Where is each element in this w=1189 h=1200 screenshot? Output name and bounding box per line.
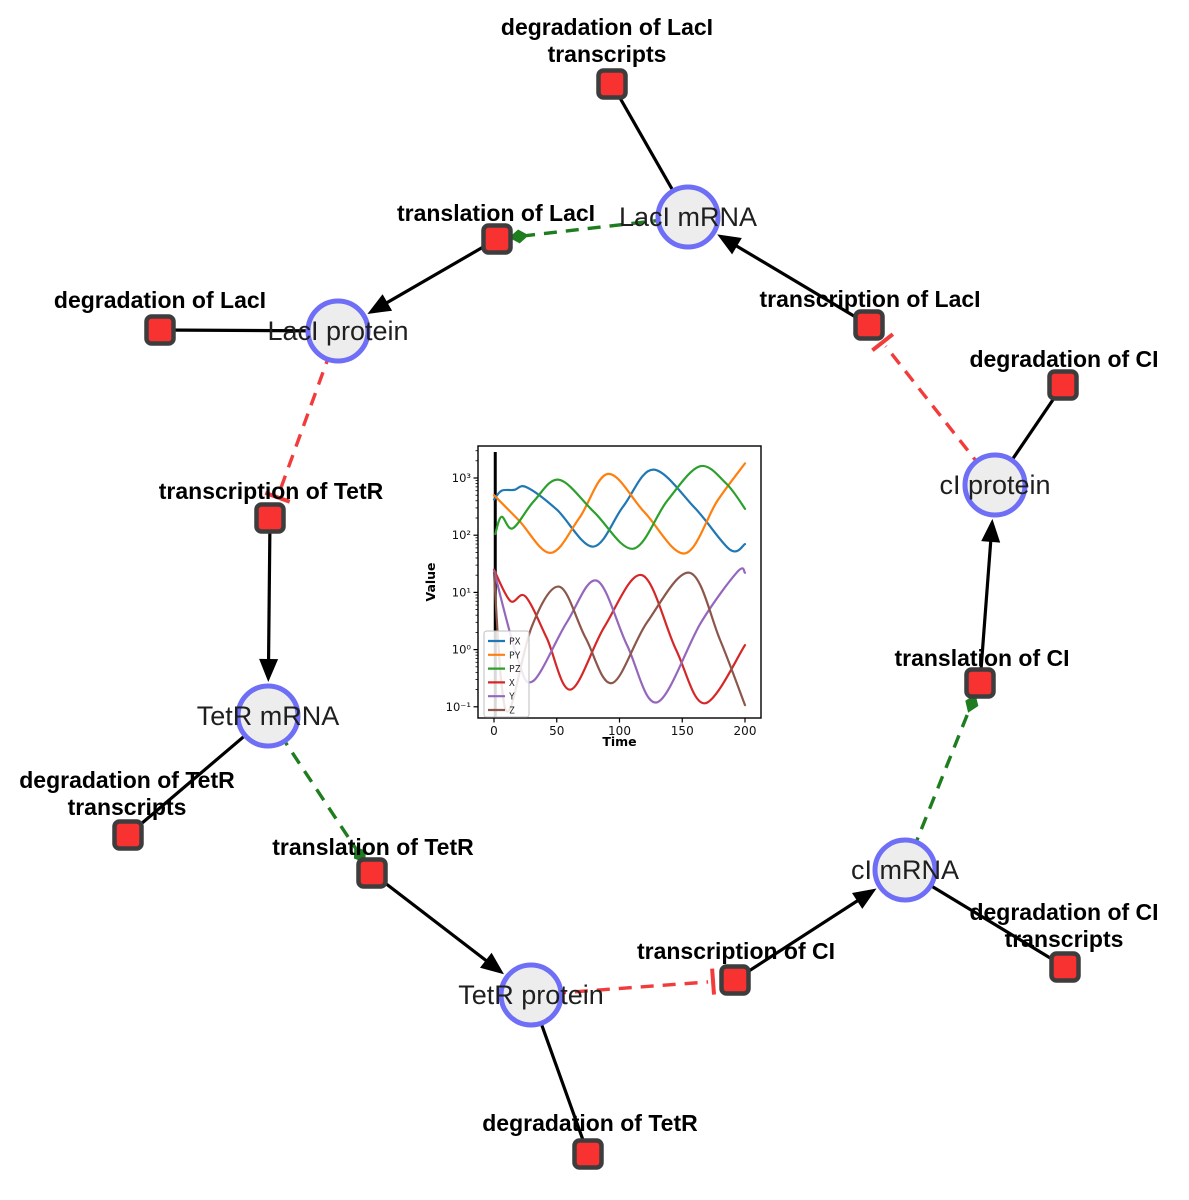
x-tick-label: 0	[490, 724, 498, 738]
reaction-node-deg-laci-tx	[596, 68, 628, 100]
reaction-node-deg-tetr-tx	[112, 819, 144, 851]
reaction-node-deg-tetr	[572, 1138, 604, 1170]
arrowhead	[981, 518, 1001, 543]
species-node-ci-protein	[962, 452, 1028, 518]
labels-layer: degradation of LacItranscriptstranslatio…	[19, 14, 1158, 1136]
reaction-label-deg-laci-tx: degradation of LacI	[501, 14, 713, 40]
reaction-label-deg-ci-tx: degradation of CI	[969, 899, 1158, 925]
reaction-label-deg-ci-tx: transcripts	[1005, 926, 1124, 952]
species-node-laci-mrna	[655, 184, 721, 250]
axes-frame	[477, 445, 762, 719]
species-label-tetr-protein: TetR protein	[458, 980, 604, 1010]
species-node-tetr-protein	[498, 962, 564, 1028]
reaction-node-transl-ci	[964, 667, 996, 699]
reaction-label-deg-ci: degradation of CI	[969, 346, 1158, 372]
reaction-node-deg-laci	[144, 314, 176, 346]
arrowhead	[367, 294, 393, 314]
legend-label-Z: Z	[509, 706, 515, 717]
reaction-label-deg-tetr-tx: degradation of TetR	[19, 767, 235, 793]
reaction-label-transcr-ci: transcription of CI	[637, 938, 835, 964]
x-axis-title: Time	[602, 734, 636, 749]
legend-label-PY: PY	[509, 650, 521, 661]
y-tick-label: 10⁻¹	[446, 700, 471, 714]
reaction-label-deg-tetr-tx: transcripts	[68, 794, 187, 820]
y-tick-label: 10¹	[452, 585, 471, 599]
reaction-node-transcr-ci	[719, 964, 751, 996]
x-tick-label: 100	[608, 724, 631, 738]
species-nodes-layer	[235, 184, 1028, 1028]
edge-transcr-laci-laci-mrna	[717, 234, 870, 327]
arrowhead	[480, 952, 504, 975]
reaction-label-transl-ci: translation of CI	[894, 645, 1069, 671]
x-tick-label: 50	[549, 724, 564, 738]
chart-series-X	[492, 568, 747, 705]
species-label-ci-protein: cI protein	[939, 470, 1050, 500]
species-label-tetr-mrna: TetR mRNA	[197, 701, 340, 731]
reaction-node-transl-tetr	[356, 857, 388, 889]
legend-label-PX: PX	[509, 637, 521, 648]
chart-series-PZ	[494, 464, 747, 550]
inhibition-tbar	[710, 968, 717, 995]
reaction-node-transcr-tetr	[254, 502, 286, 534]
chart-legend: PX PY PZ XYZ	[483, 630, 530, 718]
arrowhead	[852, 888, 877, 909]
edge-transl-laci-laci-protein	[367, 237, 498, 314]
y-tick-label: 10⁰	[452, 643, 472, 657]
edge-transcr-ci-ci-mrna	[734, 888, 877, 982]
reaction-node-deg-ci	[1047, 369, 1079, 401]
species-node-tetr-mrna	[235, 683, 301, 749]
reaction-label-transcr-tetr: transcription of TetR	[159, 478, 384, 504]
reaction-label-deg-tetr: degradation of TetR	[482, 1110, 698, 1136]
species-label-laci-protein: LacI protein	[267, 316, 408, 346]
reaction-node-transl-laci	[481, 223, 513, 255]
species-node-ci-mrna	[872, 837, 938, 903]
arrowhead	[259, 658, 279, 682]
chart-series-PY	[492, 462, 747, 555]
reaction-node-deg-ci-tx	[1049, 951, 1081, 983]
diamond-arrowhead	[508, 229, 529, 244]
reaction-label-deg-laci-tx: transcripts	[548, 41, 667, 67]
y-tick-label: 10²	[452, 528, 471, 542]
reaction-label-transl-tetr: translation of TetR	[272, 834, 474, 860]
x-tick-label: 150	[671, 724, 694, 738]
legend-label-PZ: PZ	[509, 664, 521, 675]
species-label-laci-mrna: LacI mRNA	[619, 202, 757, 232]
inhibition-tbar	[871, 332, 895, 352]
species-label-ci-mrna: cI mRNA	[851, 855, 959, 885]
x-tick-label: 200	[734, 724, 757, 738]
inset-chart: 0 50 100 150 200 10⁻¹ 10⁰ 10¹ 10² 10³ PX PY PZ XYZ Tim…	[423, 445, 762, 749]
arrowhead	[717, 234, 742, 255]
edge-transl-tetr-tetr-protein	[371, 871, 504, 975]
inhibition-tbar	[264, 491, 291, 504]
reaction-label-transcr-laci: transcription of LacI	[759, 286, 980, 312]
y-tick-label: 10³	[452, 471, 472, 485]
species-node-laci-protein	[305, 298, 371, 364]
reaction-label-deg-laci: degradation of LacI	[54, 287, 266, 313]
edge-transl-ci-ci-protein	[978, 518, 1001, 684]
edge-transcr-tetr-tetr-mrna	[259, 517, 279, 682]
legend-label-Y: Y	[509, 692, 515, 703]
reaction-label-transl-laci: translation of LacI	[397, 200, 595, 226]
reaction-nodes-layer	[112, 68, 1081, 1170]
y-axis-title: Value	[423, 562, 438, 601]
legend-label-X: X	[509, 678, 515, 689]
reaction-node-transcr-laci	[853, 309, 885, 341]
